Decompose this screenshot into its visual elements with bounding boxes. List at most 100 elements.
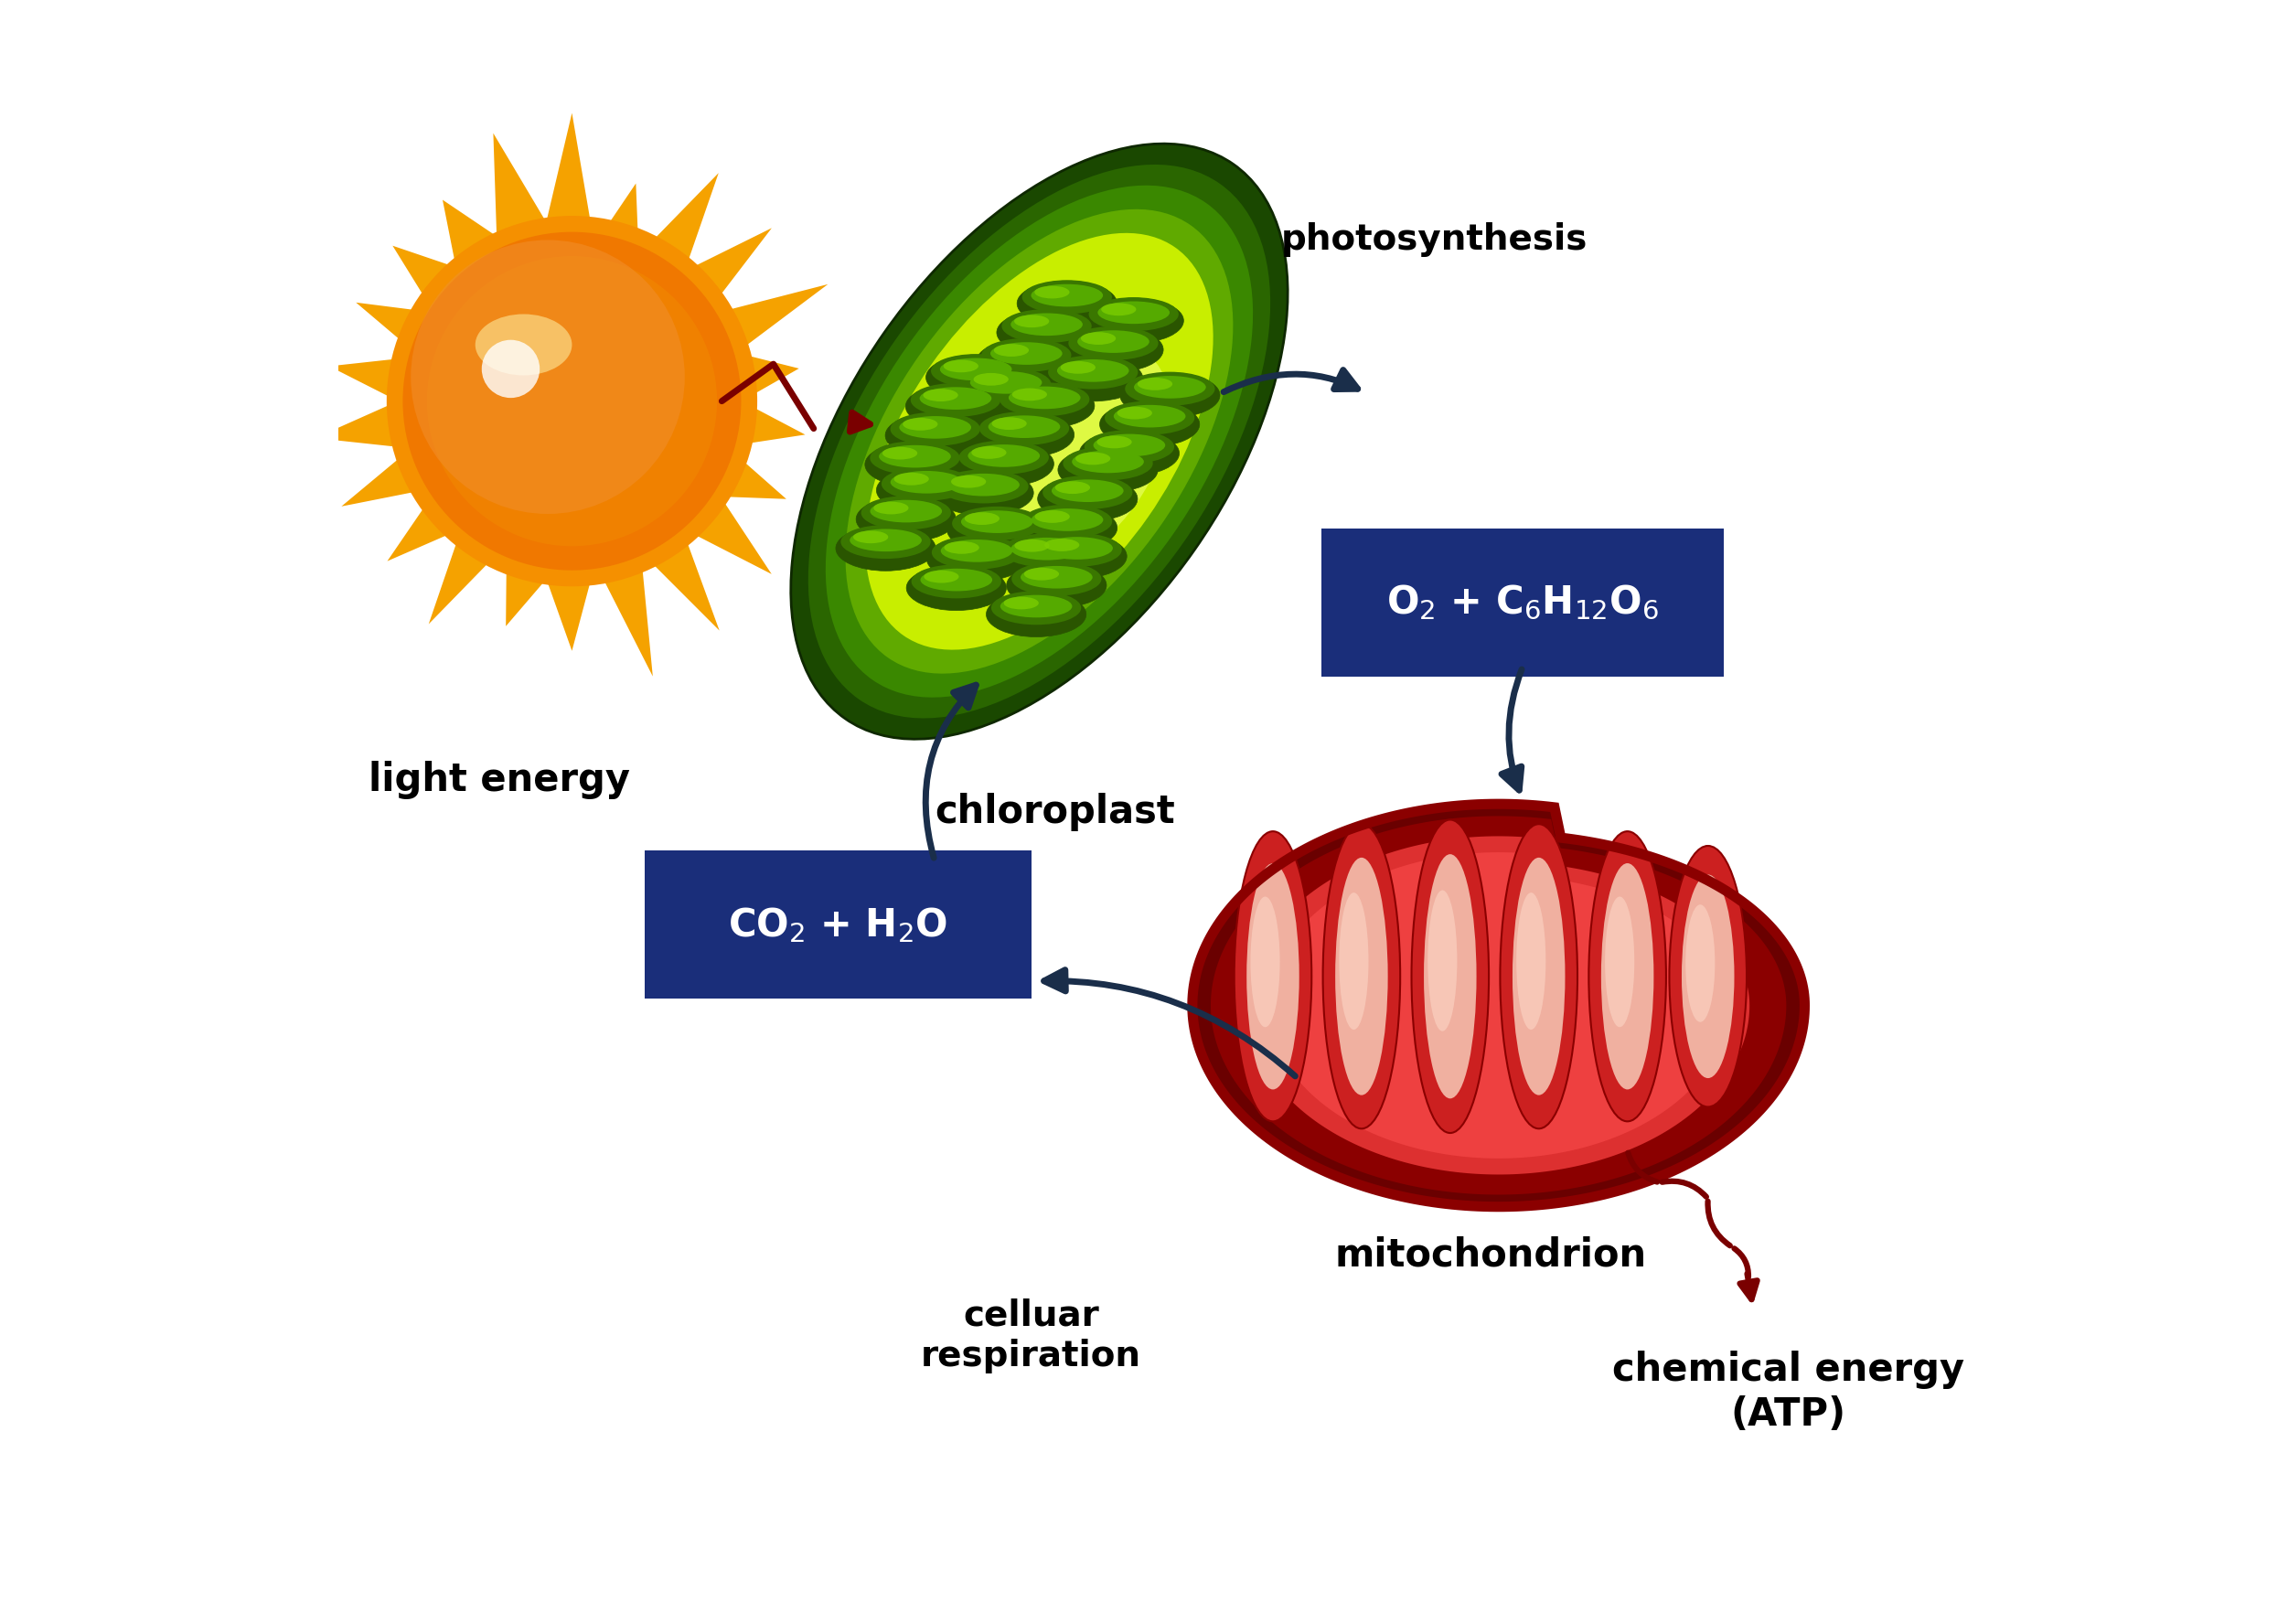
Ellipse shape — [1322, 823, 1400, 1129]
Ellipse shape — [879, 445, 952, 468]
Ellipse shape — [826, 185, 1254, 697]
Ellipse shape — [943, 361, 979, 372]
Ellipse shape — [1064, 447, 1153, 481]
Ellipse shape — [899, 416, 970, 438]
Ellipse shape — [883, 447, 917, 460]
Ellipse shape — [1512, 857, 1565, 1095]
Ellipse shape — [1020, 565, 1091, 588]
Polygon shape — [1210, 815, 1787, 1195]
Ellipse shape — [1094, 434, 1165, 456]
Polygon shape — [1270, 853, 1727, 1158]
Ellipse shape — [924, 570, 959, 583]
Ellipse shape — [876, 468, 977, 513]
Ellipse shape — [991, 417, 1027, 430]
Ellipse shape — [931, 354, 1020, 388]
Ellipse shape — [988, 416, 1059, 438]
Circle shape — [387, 216, 757, 586]
Ellipse shape — [1043, 476, 1133, 510]
Ellipse shape — [1039, 476, 1137, 521]
Ellipse shape — [1057, 447, 1158, 492]
FancyBboxPatch shape — [645, 851, 1032, 999]
Ellipse shape — [1423, 854, 1476, 1098]
Polygon shape — [1247, 836, 1750, 1174]
Ellipse shape — [993, 344, 1030, 357]
Ellipse shape — [881, 466, 972, 500]
Ellipse shape — [792, 143, 1288, 739]
Ellipse shape — [972, 374, 1009, 385]
Ellipse shape — [986, 591, 1087, 637]
Ellipse shape — [1041, 538, 1112, 560]
Ellipse shape — [1336, 857, 1389, 1095]
Ellipse shape — [911, 565, 1002, 598]
Ellipse shape — [1023, 279, 1112, 313]
Ellipse shape — [1052, 479, 1123, 502]
Ellipse shape — [856, 497, 956, 542]
Ellipse shape — [1032, 533, 1121, 567]
Text: light energy: light energy — [368, 760, 629, 799]
Ellipse shape — [840, 525, 931, 559]
Ellipse shape — [1011, 388, 1048, 401]
Ellipse shape — [1032, 284, 1103, 307]
Ellipse shape — [1009, 387, 1080, 409]
Circle shape — [428, 257, 716, 546]
Text: photosynthesis: photosynthesis — [1281, 222, 1588, 257]
Ellipse shape — [1048, 356, 1137, 390]
Ellipse shape — [1247, 864, 1300, 1090]
Ellipse shape — [1034, 286, 1068, 299]
Ellipse shape — [1004, 596, 1039, 609]
Text: celluar
respiration: celluar respiration — [922, 1298, 1142, 1374]
Ellipse shape — [1137, 378, 1171, 390]
Ellipse shape — [874, 502, 908, 515]
Ellipse shape — [961, 367, 1050, 401]
Ellipse shape — [847, 209, 1233, 674]
Ellipse shape — [1007, 564, 1107, 607]
Ellipse shape — [1075, 451, 1110, 464]
Ellipse shape — [1080, 331, 1117, 344]
Ellipse shape — [979, 411, 1068, 445]
Text: O$_2$ + C$_6$H$_{12}$O$_6$: O$_2$ + C$_6$H$_{12}$O$_6$ — [1387, 583, 1659, 622]
Ellipse shape — [1412, 820, 1489, 1134]
Ellipse shape — [1002, 309, 1091, 343]
Ellipse shape — [945, 541, 979, 554]
Ellipse shape — [1233, 831, 1311, 1121]
Ellipse shape — [1517, 893, 1547, 1030]
Ellipse shape — [1062, 361, 1096, 374]
Ellipse shape — [1055, 481, 1089, 494]
Ellipse shape — [1117, 406, 1153, 419]
Ellipse shape — [1023, 505, 1112, 538]
Ellipse shape — [1085, 299, 1183, 343]
Ellipse shape — [927, 536, 1027, 581]
Text: chemical energy
(ATP): chemical energy (ATP) — [1613, 1351, 1965, 1434]
Ellipse shape — [966, 512, 1000, 525]
Ellipse shape — [1428, 890, 1457, 1031]
Ellipse shape — [920, 387, 991, 409]
Ellipse shape — [1011, 562, 1101, 596]
Polygon shape — [1192, 804, 1805, 1207]
FancyBboxPatch shape — [1320, 528, 1725, 677]
Ellipse shape — [970, 372, 1041, 393]
Ellipse shape — [1682, 875, 1734, 1078]
Ellipse shape — [1018, 281, 1117, 326]
Ellipse shape — [885, 412, 986, 458]
Ellipse shape — [940, 357, 1011, 380]
Ellipse shape — [906, 383, 1004, 429]
Ellipse shape — [869, 442, 961, 474]
Ellipse shape — [865, 442, 966, 487]
Ellipse shape — [920, 568, 993, 591]
Ellipse shape — [1014, 315, 1050, 328]
Ellipse shape — [911, 383, 1000, 417]
Ellipse shape — [1126, 372, 1215, 406]
Ellipse shape — [972, 447, 1007, 460]
Ellipse shape — [1002, 534, 1091, 567]
Ellipse shape — [1025, 568, 1059, 580]
Ellipse shape — [906, 565, 1007, 611]
Ellipse shape — [1011, 538, 1082, 560]
Ellipse shape — [1588, 831, 1666, 1121]
Ellipse shape — [476, 313, 572, 375]
Ellipse shape — [954, 442, 1055, 487]
Ellipse shape — [995, 383, 1094, 429]
Ellipse shape — [972, 343, 1169, 572]
Ellipse shape — [1338, 893, 1368, 1030]
Ellipse shape — [890, 412, 979, 447]
Circle shape — [403, 232, 741, 570]
